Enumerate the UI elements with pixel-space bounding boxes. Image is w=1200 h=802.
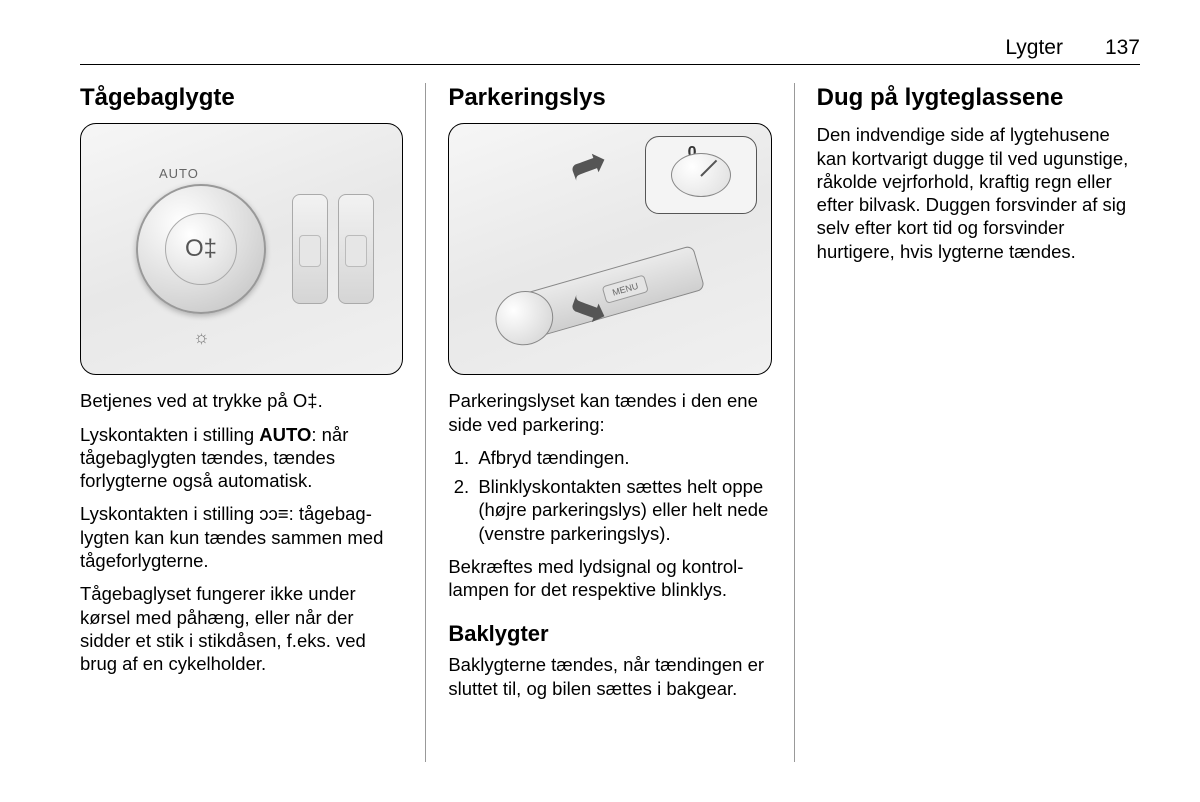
- col1-para-4: Tågebaglyset fungerer ikke under kørsel …: [80, 582, 403, 675]
- header-section: Lygter: [1005, 36, 1063, 60]
- col2-subheading: Baklygter: [448, 620, 771, 648]
- col2-para-2: Bekræftes med lydsignal og kontrol­lampe…: [448, 555, 771, 602]
- column-divider-2: [794, 83, 795, 762]
- col1-p1-pre: Betjenes ved at trykke på: [80, 390, 293, 411]
- brightness-icon: ☼: [193, 326, 210, 349]
- column-divider-1: [425, 83, 426, 762]
- col1-p2-bold: AUTO: [259, 424, 311, 445]
- col2-list-item-2: Blinklyskontakten sættes helt oppe (højr…: [474, 475, 771, 545]
- col1-p2-pre: Lyskontakten i stilling: [80, 424, 259, 445]
- col1-para-1: Betjenes ved at trykke på O‡.: [80, 389, 403, 412]
- col1-title: Tågebaglygte: [80, 83, 403, 113]
- column-2: Parkeringslys ➦ MENU ➦ 0 Parkeringslyset…: [428, 83, 791, 762]
- col2-title: Parkeringslys: [448, 83, 771, 113]
- column-1: Tågebaglygte AUTO O‡ ☼ Betjenes ved at t…: [80, 83, 423, 762]
- arrow-up-icon: ➦: [561, 131, 617, 199]
- dial-auto-label: AUTO: [159, 166, 199, 182]
- parking-light-stalk-figure: ➦ MENU ➦ 0: [448, 123, 771, 375]
- col2-para-1: Parkeringslyset kan tændes i den ene sid…: [448, 389, 771, 436]
- headlight-dial-icon: O‡: [136, 184, 266, 314]
- ignition-inset: 0: [645, 136, 757, 214]
- page-header: Lygter 137: [80, 36, 1140, 65]
- col2-list-item-1: Afbryd tændingen.: [474, 446, 771, 469]
- fog-symbol-icon: O‡: [293, 390, 318, 411]
- parking-light-symbol-icon: ᴐᴐ≡: [259, 503, 288, 524]
- aux-switch-2-icon: [338, 194, 374, 304]
- col2-list: Afbryd tændingen. Blinklyskontakten sætt…: [448, 446, 771, 545]
- manual-page: Lygter 137 Tågebaglygte AUTO O‡ ☼ Betjen…: [0, 0, 1200, 802]
- col1-para-3: Lyskontakten i stilling ᴐᴐ≡: tågebag­lyg…: [80, 502, 403, 572]
- fog-light-dial-figure: AUTO O‡ ☼: [80, 123, 403, 375]
- col2-para-3: Baklygterne tændes, når tændingen er slu…: [448, 653, 771, 700]
- col1-p3-pre: Lyskontakten i stilling: [80, 503, 259, 524]
- header-page-number: 137: [1105, 36, 1140, 60]
- ignition-dial-icon: [671, 153, 731, 197]
- fog-light-icon: O‡: [165, 213, 237, 285]
- stalk-tip-icon: [489, 284, 560, 352]
- col3-para-1: Den indvendige side af lygtehusene kan k…: [817, 123, 1140, 263]
- col1-para-2: Lyskontakten i stilling AUTO: når tågeba…: [80, 423, 403, 493]
- column-3: Dug på lygteglassene Den indvendige side…: [797, 83, 1140, 762]
- content-columns: Tågebaglygte AUTO O‡ ☼ Betjenes ved at t…: [80, 83, 1140, 762]
- col1-p1-post: .: [318, 390, 323, 411]
- aux-switch-1-icon: [292, 194, 328, 304]
- col3-title: Dug på lygteglassene: [817, 83, 1140, 113]
